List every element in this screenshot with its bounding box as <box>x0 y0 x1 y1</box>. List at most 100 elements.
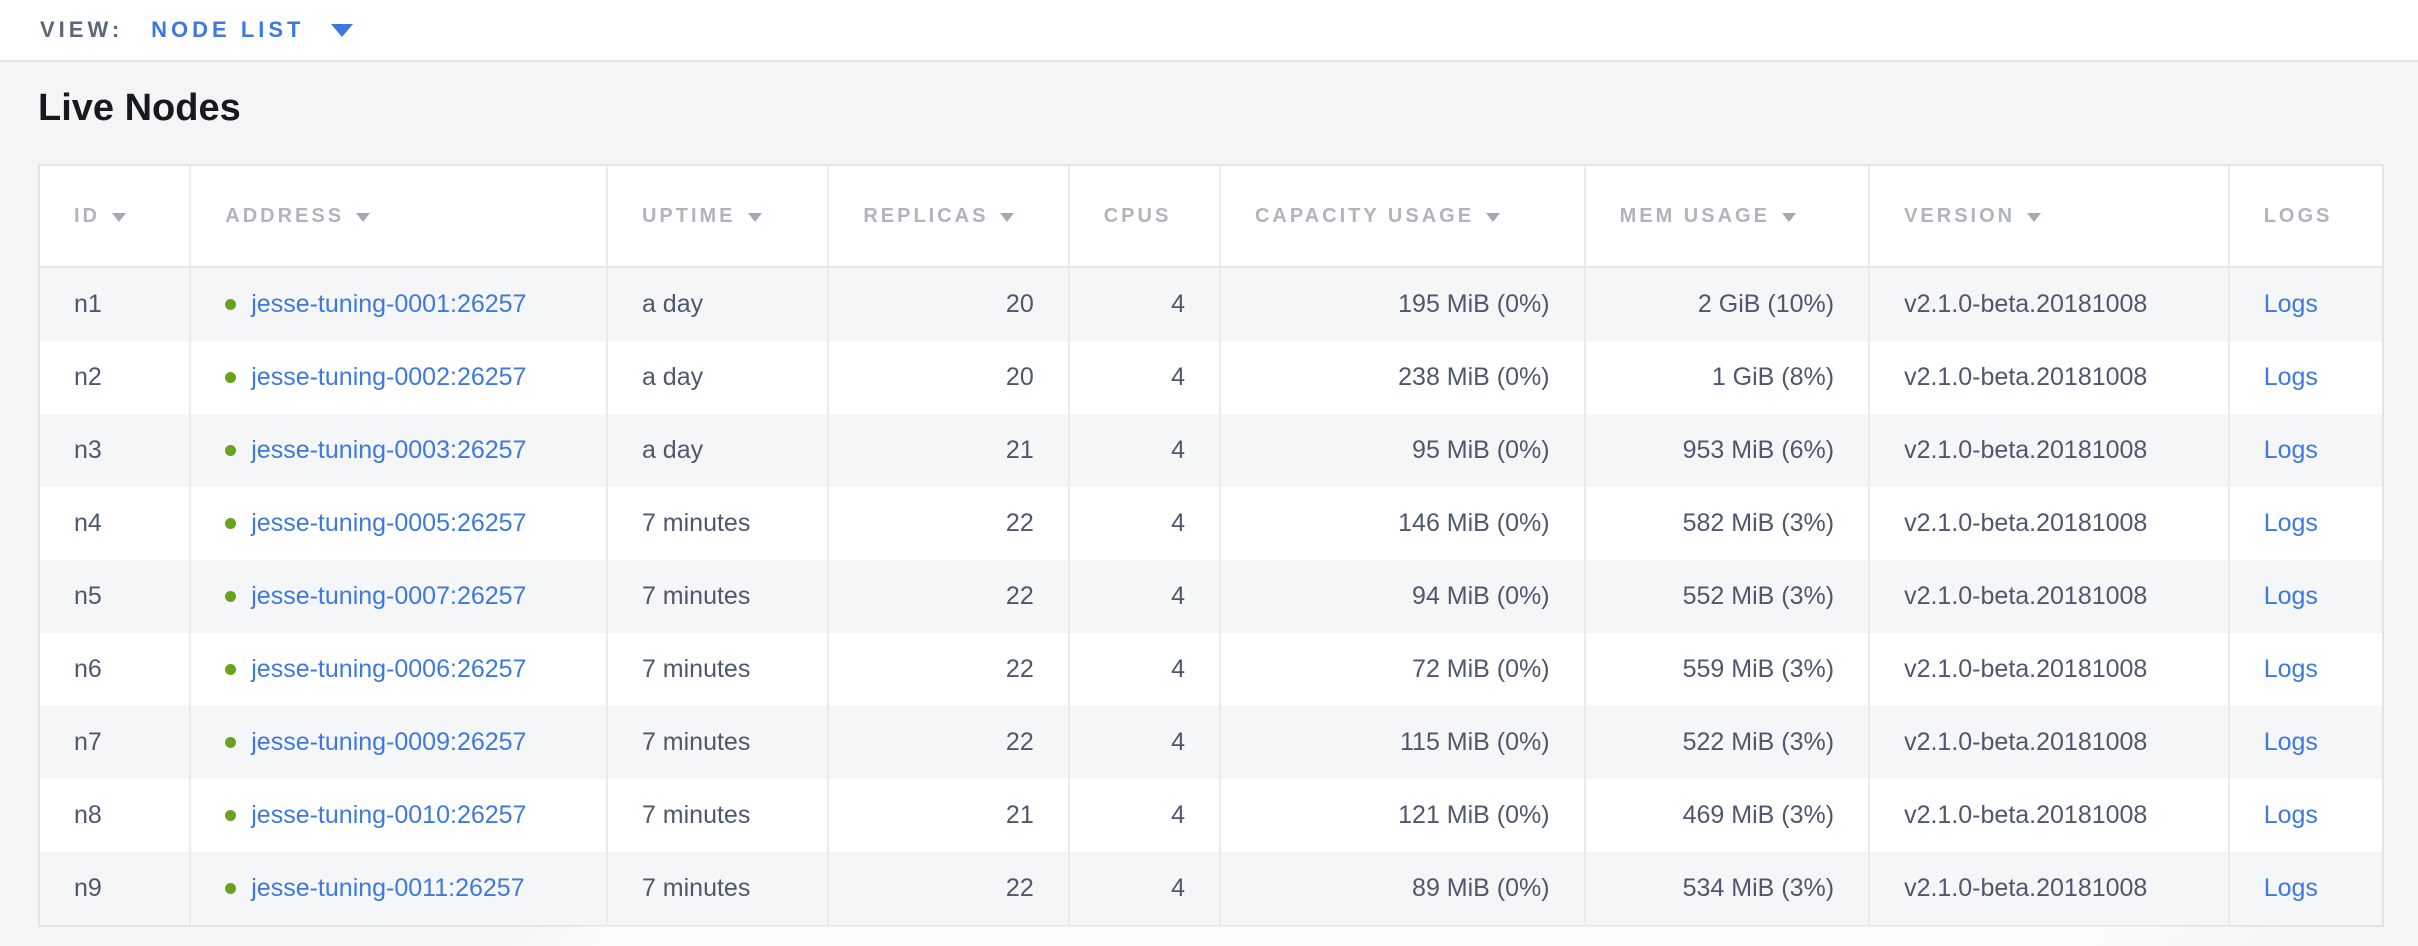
cell-cpus: 4 <box>1068 341 1221 414</box>
column-label: LOGS <box>2263 204 2333 227</box>
node-address-link[interactable]: jesse-tuning-0001:26257 <box>251 290 527 318</box>
cell-id: n8 <box>40 779 192 852</box>
cell-id: n9 <box>40 852 192 925</box>
cell-replicas: 20 <box>828 341 1070 414</box>
table-row: n3 jesse-tuning-0003:26257 a day 21 4 95 MiB … <box>40 414 2382 487</box>
cell-version: v2.1.0-beta.20181008 <box>1869 560 2230 633</box>
cell-logs: Logs <box>2229 487 2382 560</box>
cell-version: v2.1.0-beta.20181008 <box>1869 852 2230 925</box>
cell-version: v2.1.0-beta.20181008 <box>1869 487 2230 560</box>
node-address-link[interactable]: jesse-tuning-0009:26257 <box>251 728 527 756</box>
cell-uptime: 7 minutes <box>606 779 830 852</box>
cell-mem_usage: 559 MiB (3%) <box>1584 633 1871 706</box>
cell-cpus: 4 <box>1068 706 1221 779</box>
cell-logs: Logs <box>2229 706 2382 779</box>
column-header-replicas[interactable]: REPLICAS <box>828 166 1070 268</box>
cell-capacity_usage: 195 MiB (0%) <box>1219 267 1586 341</box>
node-live-status-icon <box>225 810 237 821</box>
logs-link[interactable]: Logs <box>2263 582 2318 610</box>
cell-id: n1 <box>40 267 192 341</box>
cell-replicas: 22 <box>828 706 1070 779</box>
cell-capacity_usage: 115 MiB (0%) <box>1219 706 1586 779</box>
sort-desc-icon <box>112 212 126 222</box>
cell-logs: Logs <box>2229 267 2382 341</box>
table-row: n2 jesse-tuning-0002:26257 a day 20 4 238 MiB… <box>40 341 2382 414</box>
column-header-version[interactable]: VERSION <box>1869 166 2230 268</box>
cell-address: jesse-tuning-0005:26257 <box>190 487 608 560</box>
cell-replicas: 22 <box>828 560 1070 633</box>
column-header-uptime[interactable]: UPTIME <box>606 166 830 268</box>
cell-uptime: 7 minutes <box>606 706 830 779</box>
node-address-link[interactable]: jesse-tuning-0006:26257 <box>251 655 527 683</box>
node-address-link[interactable]: jesse-tuning-0003:26257 <box>251 436 527 464</box>
column-header-mem_usage[interactable]: MEM USAGE <box>1584 166 1871 268</box>
cell-uptime: 7 minutes <box>606 487 830 560</box>
background-glare <box>490 926 2317 946</box>
view-label: VIEW: <box>40 17 124 42</box>
cell-id: n6 <box>40 633 192 706</box>
cell-version: v2.1.0-beta.20181008 <box>1869 706 2230 779</box>
column-label: MEM USAGE <box>1619 204 1770 227</box>
node-live-status-icon <box>225 299 237 310</box>
column-header-id[interactable]: ID <box>40 166 192 268</box>
cell-address: jesse-tuning-0002:26257 <box>190 341 608 414</box>
node-address-link[interactable]: jesse-tuning-0007:26257 <box>251 582 527 610</box>
cell-mem_usage: 2 GiB (10%) <box>1584 267 1871 341</box>
node-live-status-icon <box>225 445 237 456</box>
cell-uptime: 7 minutes <box>606 560 830 633</box>
cell-mem_usage: 582 MiB (3%) <box>1584 487 1871 560</box>
table-row: n6 jesse-tuning-0006:26257 7 minutes 22 4 72 … <box>40 633 2382 706</box>
node-address-link[interactable]: jesse-tuning-0010:26257 <box>251 801 527 829</box>
logs-link[interactable]: Logs <box>2263 363 2318 391</box>
node-address-link[interactable]: jesse-tuning-0011:26257 <box>251 874 525 902</box>
cell-cpus: 4 <box>1068 852 1221 925</box>
logs-link[interactable]: Logs <box>2263 436 2318 464</box>
cell-id: n2 <box>40 341 192 414</box>
logs-link[interactable]: Logs <box>2263 655 2318 683</box>
cell-address: jesse-tuning-0003:26257 <box>190 414 608 487</box>
cell-replicas: 20 <box>828 267 1070 341</box>
table-row: n5 jesse-tuning-0007:26257 7 minutes 22 4 94 … <box>40 560 2382 633</box>
cell-id: n3 <box>40 414 192 487</box>
cell-capacity_usage: 89 MiB (0%) <box>1219 852 1586 925</box>
cell-address: jesse-tuning-0001:26257 <box>190 267 608 341</box>
column-header-address[interactable]: ADDRESS <box>190 166 608 268</box>
node-live-status-icon <box>225 737 237 748</box>
cell-replicas: 22 <box>828 633 1070 706</box>
logs-link[interactable]: Logs <box>2263 801 2318 829</box>
cell-cpus: 4 <box>1068 633 1221 706</box>
logs-link[interactable]: Logs <box>2263 728 2318 756</box>
sort-desc-icon <box>1781 212 1796 222</box>
node-address-link[interactable]: jesse-tuning-0002:26257 <box>251 363 527 391</box>
cell-capacity_usage: 238 MiB (0%) <box>1219 341 1586 414</box>
cell-capacity_usage: 95 MiB (0%) <box>1219 414 1586 487</box>
column-label: UPTIME <box>641 204 736 227</box>
column-header-capacity_usage[interactable]: CAPACITY USAGE <box>1219 166 1586 268</box>
column-label: ID <box>74 204 100 227</box>
table-row: n7 jesse-tuning-0009:26257 7 minutes 22 4 115… <box>40 706 2382 779</box>
logs-link[interactable]: Logs <box>2263 290 2318 318</box>
sort-desc-icon <box>747 212 762 222</box>
cell-capacity_usage: 72 MiB (0%) <box>1219 633 1586 706</box>
cell-mem_usage: 534 MiB (3%) <box>1584 852 1871 925</box>
logs-link[interactable]: Logs <box>2263 874 2318 902</box>
column-header-cpus: CPUS <box>1068 166 1221 268</box>
cell-version: v2.1.0-beta.20181008 <box>1869 414 2230 487</box>
logs-link[interactable]: Logs <box>2263 509 2318 537</box>
node-address-link[interactable]: jesse-tuning-0005:26257 <box>251 509 527 537</box>
cell-version: v2.1.0-beta.20181008 <box>1869 779 2230 852</box>
page-title: Live Nodes <box>38 87 241 129</box>
column-label: REPLICAS <box>863 204 989 227</box>
view-selector[interactable]: NODE LIST <box>151 17 353 43</box>
node-live-status-icon <box>225 883 237 894</box>
node-live-status-icon <box>225 664 237 675</box>
chevron-down-icon <box>330 23 353 37</box>
table-header-row: ID ADDRESS UPTIME REPLICAS CPUS CAPACITY USAG… <box>40 166 2382 268</box>
live-nodes-table-container: ID ADDRESS UPTIME REPLICAS CPUS CAPACITY USAG… <box>38 164 2384 927</box>
cell-mem_usage: 469 MiB (3%) <box>1584 779 1871 852</box>
cell-uptime: 7 minutes <box>606 633 830 706</box>
cell-logs: Logs <box>2229 779 2382 852</box>
cell-version: v2.1.0-beta.20181008 <box>1869 267 2230 341</box>
cell-logs: Logs <box>2229 341 2382 414</box>
node-live-status-icon <box>225 372 237 383</box>
